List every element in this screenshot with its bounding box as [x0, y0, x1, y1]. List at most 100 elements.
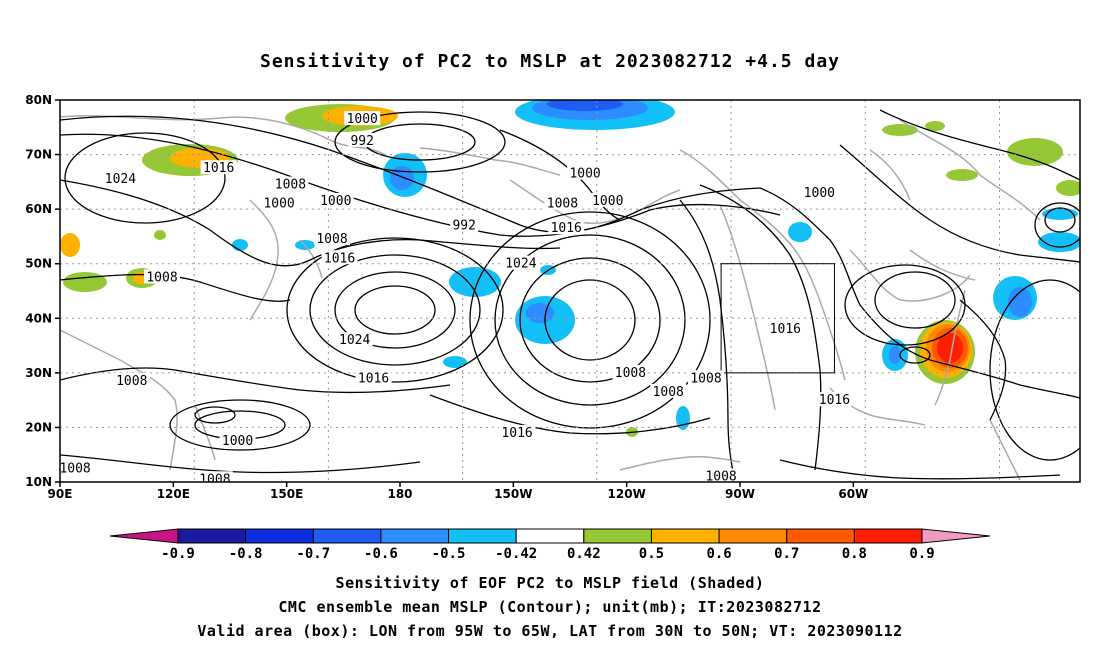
colorbar-label: 0.9 — [909, 546, 934, 562]
contour-label-bg — [219, 433, 256, 448]
contour-label: 1008 — [275, 178, 306, 193]
caption-line-1: Sensitivity of EOF PC2 to MSLP field (Sh… — [335, 574, 765, 592]
colorbar-label: -0.8 — [229, 546, 263, 562]
contour-label: 1024 — [339, 333, 370, 348]
contour-label-bg — [102, 171, 139, 186]
lon-tick-label: 90E — [48, 487, 73, 501]
colorbar-label: 0.8 — [842, 546, 867, 562]
contour-label-bg — [703, 468, 740, 482]
colorbar-swatch — [786, 528, 855, 544]
contour-label-bg — [60, 460, 94, 475]
latitude-labels: 80N 70N 60N 50N 40N 30N 20N 10N — [25, 93, 60, 489]
contour-label: 992 — [452, 219, 475, 234]
colorbar-swatch — [515, 528, 585, 544]
lon-tick-label: 150W — [494, 487, 532, 501]
contour-label: 1016 — [358, 371, 389, 386]
colorbar-label: -0.5 — [432, 546, 466, 562]
contour-label-bg — [261, 195, 298, 210]
colorbar-swatch — [583, 528, 652, 544]
lon-tick-label: 120W — [608, 487, 646, 501]
contour-labels: 1000 992 1024 1016 1008 1000 1000 1008 1016 992 10… — [59, 111, 853, 485]
contour-label: 1008 — [653, 385, 684, 400]
lat-tick-label: 60N — [25, 202, 52, 216]
lon-tick-label: 90W — [725, 487, 755, 501]
contour-label-bg — [321, 250, 358, 265]
lon-tick-label: 120E — [157, 487, 190, 501]
contour-label-bg — [348, 132, 377, 147]
colorbar-label: -0.9 — [161, 546, 195, 562]
contour-label: 1008 — [316, 232, 347, 247]
colorbar-label: 0.7 — [774, 546, 799, 562]
map-frame — [59, 99, 1081, 483]
contour-label-bg — [650, 383, 687, 398]
caption-line-2: CMC ensemble mean MSLP (Contour); unit(m… — [278, 598, 822, 616]
figure-title: Sensitivity of PC2 to MSLP at 2023082712… — [259, 51, 840, 72]
contour-label-bg — [272, 176, 309, 191]
contour-label-bg — [612, 364, 649, 379]
contour-label-bg — [544, 195, 581, 210]
contour-label: 1008 — [615, 366, 646, 381]
lat-tick-label: 10N — [25, 475, 52, 489]
contour-label-bg — [567, 165, 604, 180]
contour-label: 1008 — [547, 197, 578, 212]
colorbar-swatch — [650, 528, 720, 544]
contour-label-bg — [801, 184, 838, 199]
lat-tick-label: 70N — [25, 148, 52, 162]
lat-tick-label: 80N — [25, 93, 52, 107]
colorbar-low-end — [109, 528, 179, 544]
lon-tick-label: 150E — [270, 487, 303, 501]
contour-label-bg — [767, 321, 804, 336]
contour-label-bg — [336, 332, 373, 347]
contour-label: 1008 — [59, 461, 90, 476]
contour-label: 1000 — [592, 194, 623, 209]
graticule — [60, 100, 1080, 482]
longitude-labels: 90E 120E 150E 180 150W 120W 90W 60W — [48, 482, 868, 501]
lat-tick-label: 50N — [25, 257, 52, 271]
colorbar-swatch — [380, 528, 450, 544]
contour-label-bg — [200, 160, 237, 175]
colorbar-high-end — [921, 528, 991, 544]
contour-label: 1024 — [105, 172, 136, 187]
contour-label-bg — [548, 220, 585, 235]
contour-label-bg — [144, 269, 180, 284]
lat-tick-label: 20N — [25, 420, 52, 434]
contour-label: 1000 — [347, 112, 378, 127]
contour-label-bg — [113, 373, 150, 388]
contour-label: 992 — [350, 134, 373, 149]
contour-label-bg — [499, 424, 536, 439]
contour-label: 1000 — [569, 167, 600, 182]
valid-area-box — [720, 263, 835, 374]
contour-label-bg — [816, 392, 853, 407]
contour-label: 1016 — [203, 161, 234, 176]
map-layer: 1000 992 1024 1016 1008 1000 1000 1008 1016 992 10… — [59, 100, 1080, 485]
colorbar-swatch — [718, 528, 788, 544]
contour-label: 1016 — [770, 322, 801, 337]
colorbar-swatch — [853, 528, 923, 544]
colorbar-swatch — [177, 528, 247, 544]
contour-label: 1008 — [705, 470, 736, 485]
contour-label-bg — [317, 192, 354, 207]
colorbar-swatch — [448, 528, 517, 544]
contour-label: 1024 — [505, 257, 536, 272]
contour-label-bg — [344, 111, 381, 126]
contour-label: 1000 — [222, 434, 253, 449]
contour-label: 1000 — [320, 194, 351, 209]
colorbar-label: 0.6 — [706, 546, 731, 562]
contour-label-bg — [196, 471, 233, 482]
colorbar: -0.9 -0.8 -0.7 -0.6 -0.5 -0.42 0.42 0.5 0.6 0.7 0.… — [109, 528, 991, 562]
lon-tick-label: 60W — [838, 487, 868, 501]
colorbar-label: -0.6 — [364, 546, 398, 562]
contour-label-bg — [355, 370, 392, 385]
lat-tick-label: 40N — [25, 311, 52, 325]
contour-label: 1016 — [501, 426, 532, 441]
contour-label-bg — [450, 217, 479, 232]
colorbar-swatch — [245, 528, 314, 544]
contour-label: 1000 — [263, 197, 294, 212]
colorbar-label: 0.5 — [639, 546, 664, 562]
contour-label: 1008 — [146, 270, 177, 285]
lat-tick-label: 30N — [25, 366, 52, 380]
contour-label: 1016 — [551, 221, 582, 236]
caption-line-3: Valid area (box): LON from 95W to 65W, L… — [197, 622, 903, 640]
